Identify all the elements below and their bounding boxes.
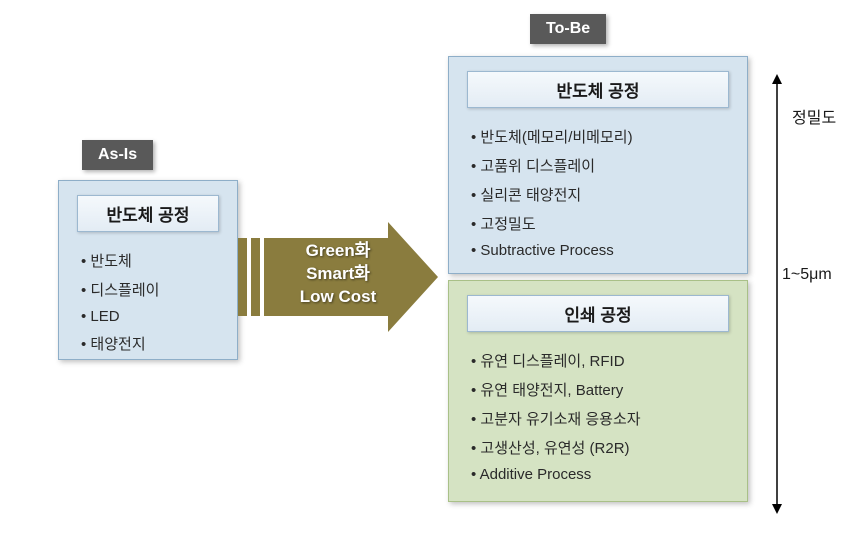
axis-label-mid: 1~5μm	[782, 266, 832, 284]
list-item: 고분자 유기소재 응용소자	[467, 404, 729, 433]
as-is-tag: As-Is	[82, 140, 153, 170]
to-be-tag: To-Be	[530, 14, 606, 44]
to-be-bottom-title: 인쇄 공정	[467, 295, 729, 332]
list-item: 디스플레이	[77, 275, 219, 304]
arrow-line: Green화	[278, 240, 398, 263]
list-item: 고생산성, 유연성 (R2R)	[467, 433, 729, 462]
list-item: 반도체(메모리/비메모리)	[467, 122, 729, 151]
transition-arrow: Green화 Smart화 Low Cost	[238, 222, 438, 332]
as-is-panel-title: 반도체 공정	[77, 195, 219, 232]
to-be-bottom-panel: 인쇄 공정 유연 디스플레이, RFID 유연 태양전지, Battery 고분…	[448, 280, 748, 502]
precision-axis	[770, 74, 784, 514]
list-item: LED	[77, 304, 219, 329]
list-item: Additive Process	[467, 462, 729, 487]
to-be-top-list: 반도체(메모리/비메모리) 고품위 디스플레이 실리콘 태양전지 고정밀도 Su…	[467, 122, 729, 263]
as-is-panel: 반도체 공정 반도체 디스플레이 LED 태양전지	[58, 180, 238, 360]
list-item: Subtractive Process	[467, 238, 729, 263]
to-be-top-panel: 반도체 공정 반도체(메모리/비메모리) 고품위 디스플레이 실리콘 태양전지 …	[448, 56, 748, 274]
list-item: 고정밀도	[467, 209, 729, 238]
arrow-line: Low Cost	[278, 286, 398, 309]
list-item: 반도체	[77, 246, 219, 275]
axis-label-top: 정밀도	[792, 104, 836, 128]
list-item: 고품위 디스플레이	[467, 151, 729, 180]
to-be-bottom-list: 유연 디스플레이, RFID 유연 태양전지, Battery 고분자 유기소재…	[467, 346, 729, 487]
as-is-list: 반도체 디스플레이 LED 태양전지	[77, 246, 219, 358]
list-item: 유연 디스플레이, RFID	[467, 346, 729, 375]
list-item: 실리콘 태양전지	[467, 180, 729, 209]
to-be-top-title: 반도체 공정	[467, 71, 729, 108]
arrow-line: Smart화	[278, 263, 398, 286]
arrow-text: Green화 Smart화 Low Cost	[278, 240, 398, 309]
list-item: 태양전지	[77, 329, 219, 358]
list-item: 유연 태양전지, Battery	[467, 375, 729, 404]
